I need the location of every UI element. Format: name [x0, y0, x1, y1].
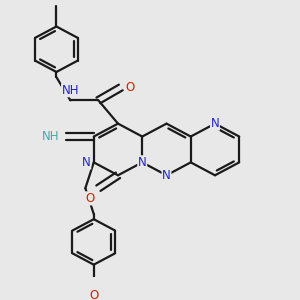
Text: N: N — [162, 169, 171, 182]
Text: NH: NH — [42, 130, 60, 143]
Text: N: N — [211, 117, 219, 130]
Text: O: O — [89, 289, 98, 300]
Text: O: O — [85, 192, 94, 205]
Text: N: N — [82, 156, 91, 169]
Text: NH: NH — [62, 84, 79, 97]
Text: O: O — [126, 81, 135, 94]
Text: N: N — [138, 156, 147, 169]
